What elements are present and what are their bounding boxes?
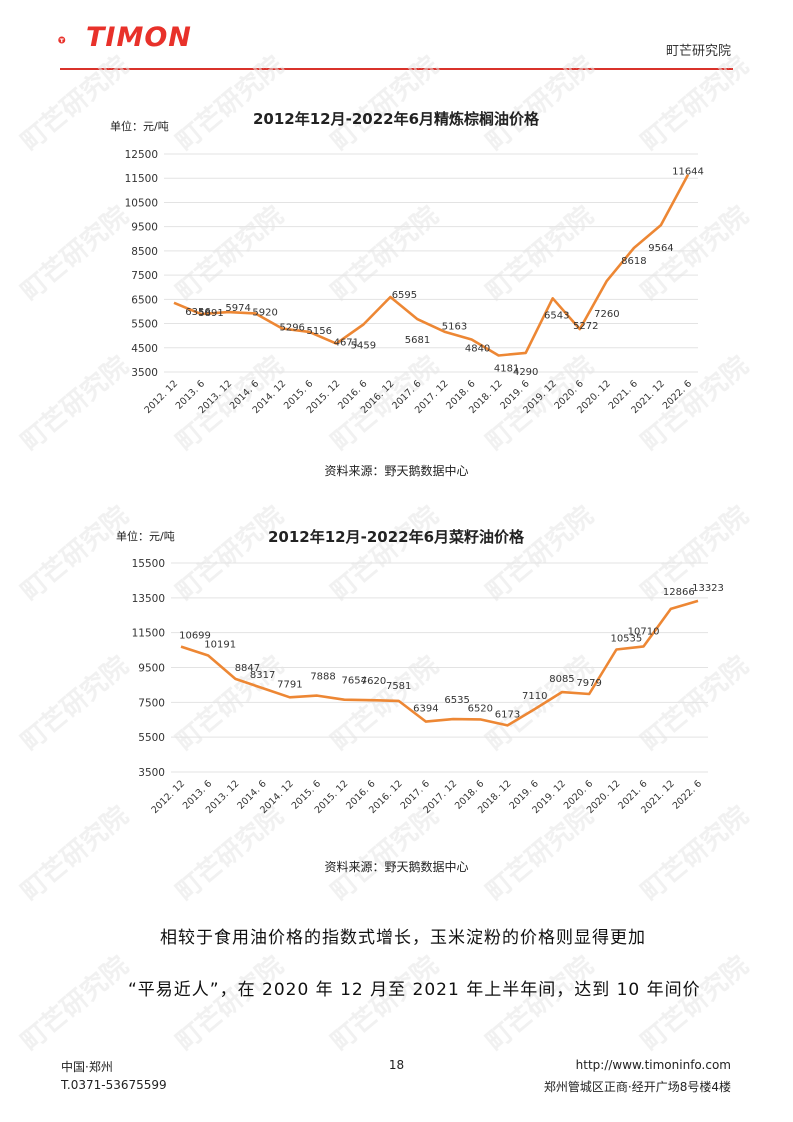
y-tick-label: 3500 — [131, 367, 158, 379]
data-label: 13323 — [692, 583, 724, 594]
data-label: 7110 — [522, 691, 547, 702]
data-label: 7654 — [342, 676, 367, 687]
x-tick-label: 2022. 6 — [671, 778, 704, 811]
data-label: 6356 — [185, 307, 210, 318]
data-label: 6595 — [392, 290, 417, 301]
data-label: 6520 — [468, 703, 493, 714]
y-tick-label: 13500 — [132, 593, 165, 605]
data-label: 10191 — [204, 639, 236, 650]
data-label: 6543 — [544, 310, 569, 321]
data-label: 6173 — [495, 709, 520, 720]
data-label: 10699 — [179, 631, 211, 642]
data-label: 7581 — [386, 681, 411, 692]
y-tick-label: 9500 — [138, 663, 165, 675]
data-label: 8618 — [621, 256, 646, 267]
data-label: 5163 — [442, 322, 467, 333]
watermark-text: 町芒研究院 — [325, 950, 445, 1057]
y-tick-label: 11500 — [125, 173, 158, 185]
data-label: 8085 — [549, 674, 574, 685]
rapeseed-oil-price-chart: 2012年12月-2022年6月菜籽油价格 单位：元/吨 3500 5500 7500 9… — [116, 528, 724, 816]
y-tick-label: 15500 — [132, 558, 165, 570]
series-line — [180, 599, 699, 727]
y-tick-label: 7500 — [138, 697, 165, 709]
watermark-text: 町芒研究院 — [170, 950, 290, 1057]
data-label: 10535 — [610, 633, 642, 644]
y-tick-label: 6500 — [131, 294, 158, 306]
y-tick-label: 12500 — [125, 149, 158, 161]
body-text-line-2: “平易近人”，在 2020 年 12 月至 2021 年上半年间，达到 10 年… — [128, 980, 701, 1000]
data-label: 7260 — [594, 309, 619, 320]
data-label: 4840 — [465, 344, 490, 355]
data-label: 8317 — [250, 670, 275, 681]
chart-title: 2012年12月-2022年6月菜籽油价格 — [268, 528, 525, 546]
watermark-text: 町芒研究院 — [15, 950, 135, 1057]
x-tick-label: 2022. 6 — [661, 378, 694, 411]
chart-title: 2012年12月-2022年6月精炼棕榈油价格 — [253, 110, 540, 128]
data-label: 5891 — [198, 308, 223, 319]
data-label: 8847 — [235, 663, 260, 674]
data-label: 7620 — [361, 676, 386, 687]
footer-phone: T.0371-53675599 — [61, 1078, 167, 1092]
data-label: 10710 — [628, 626, 660, 637]
data-label: 4181 — [494, 364, 519, 375]
timon-logo-icon — [58, 36, 66, 44]
chart2-source: 资料来源：野天鹅数据中心 — [324, 860, 469, 874]
data-label: 12866 — [663, 587, 695, 598]
footer-address: 郑州管城区正商·经开广场8号楼4楼 — [543, 1080, 731, 1094]
data-label: 5156 — [307, 326, 332, 337]
chart-unit-label: 单位：元/吨 — [110, 119, 169, 133]
watermark-text: 町芒研究院 — [480, 950, 600, 1057]
data-label: 5681 — [405, 335, 430, 346]
data-label: 7888 — [310, 672, 335, 683]
y-tick-label: 5500 — [138, 732, 165, 744]
data-label: 5459 — [351, 341, 376, 352]
y-tick-label: 8500 — [131, 246, 158, 258]
data-label: 4671 — [334, 338, 359, 349]
page-header: TIMON 町芒研究院 — [0, 0, 793, 75]
data-label: 11644 — [672, 167, 704, 178]
x-tick-label: 2012. 12 — [149, 778, 187, 816]
data-label: 6394 — [413, 704, 438, 715]
data-label: 5296 — [279, 322, 304, 333]
data-label: 7979 — [576, 678, 601, 689]
data-label: 7791 — [277, 679, 302, 690]
y-tick-label: 3500 — [138, 767, 165, 779]
footer-city: 中国·郑州 — [61, 1060, 113, 1074]
body-text-line-1: 相较于食用油价格的指数式增长，玉米淀粉的价格则显得更加 — [160, 928, 646, 948]
data-label: 9564 — [648, 243, 673, 254]
institute-name: 町芒研究院 — [665, 44, 731, 59]
y-tick-label: 7500 — [131, 270, 158, 282]
data-label: 5920 — [252, 307, 277, 318]
chart1-source: 资料来源：野天鹅数据中心 — [324, 464, 469, 478]
data-label: 6535 — [444, 695, 469, 706]
data-label: 4290 — [513, 367, 538, 378]
data-label: 5974 — [225, 303, 250, 314]
header-divider — [60, 68, 733, 70]
series-line — [173, 174, 690, 357]
data-label: 5272 — [573, 321, 598, 332]
chart-unit-label: 单位：元/吨 — [116, 529, 175, 543]
page-number: 18 — [388, 1058, 405, 1072]
x-tick-label: 2012. 12 — [142, 378, 180, 416]
watermark-text: 町芒研究院 — [635, 950, 755, 1057]
y-tick-label: 4500 — [131, 343, 158, 355]
y-tick-label: 9500 — [131, 222, 158, 234]
y-tick-label: 11500 — [132, 628, 165, 640]
footer-url[interactable]: http://www.timoninfo.com — [575, 1058, 731, 1072]
logo-text: TIMON — [86, 22, 192, 53]
y-tick-label: 10500 — [125, 197, 158, 209]
y-tick-label: 5500 — [131, 319, 158, 331]
